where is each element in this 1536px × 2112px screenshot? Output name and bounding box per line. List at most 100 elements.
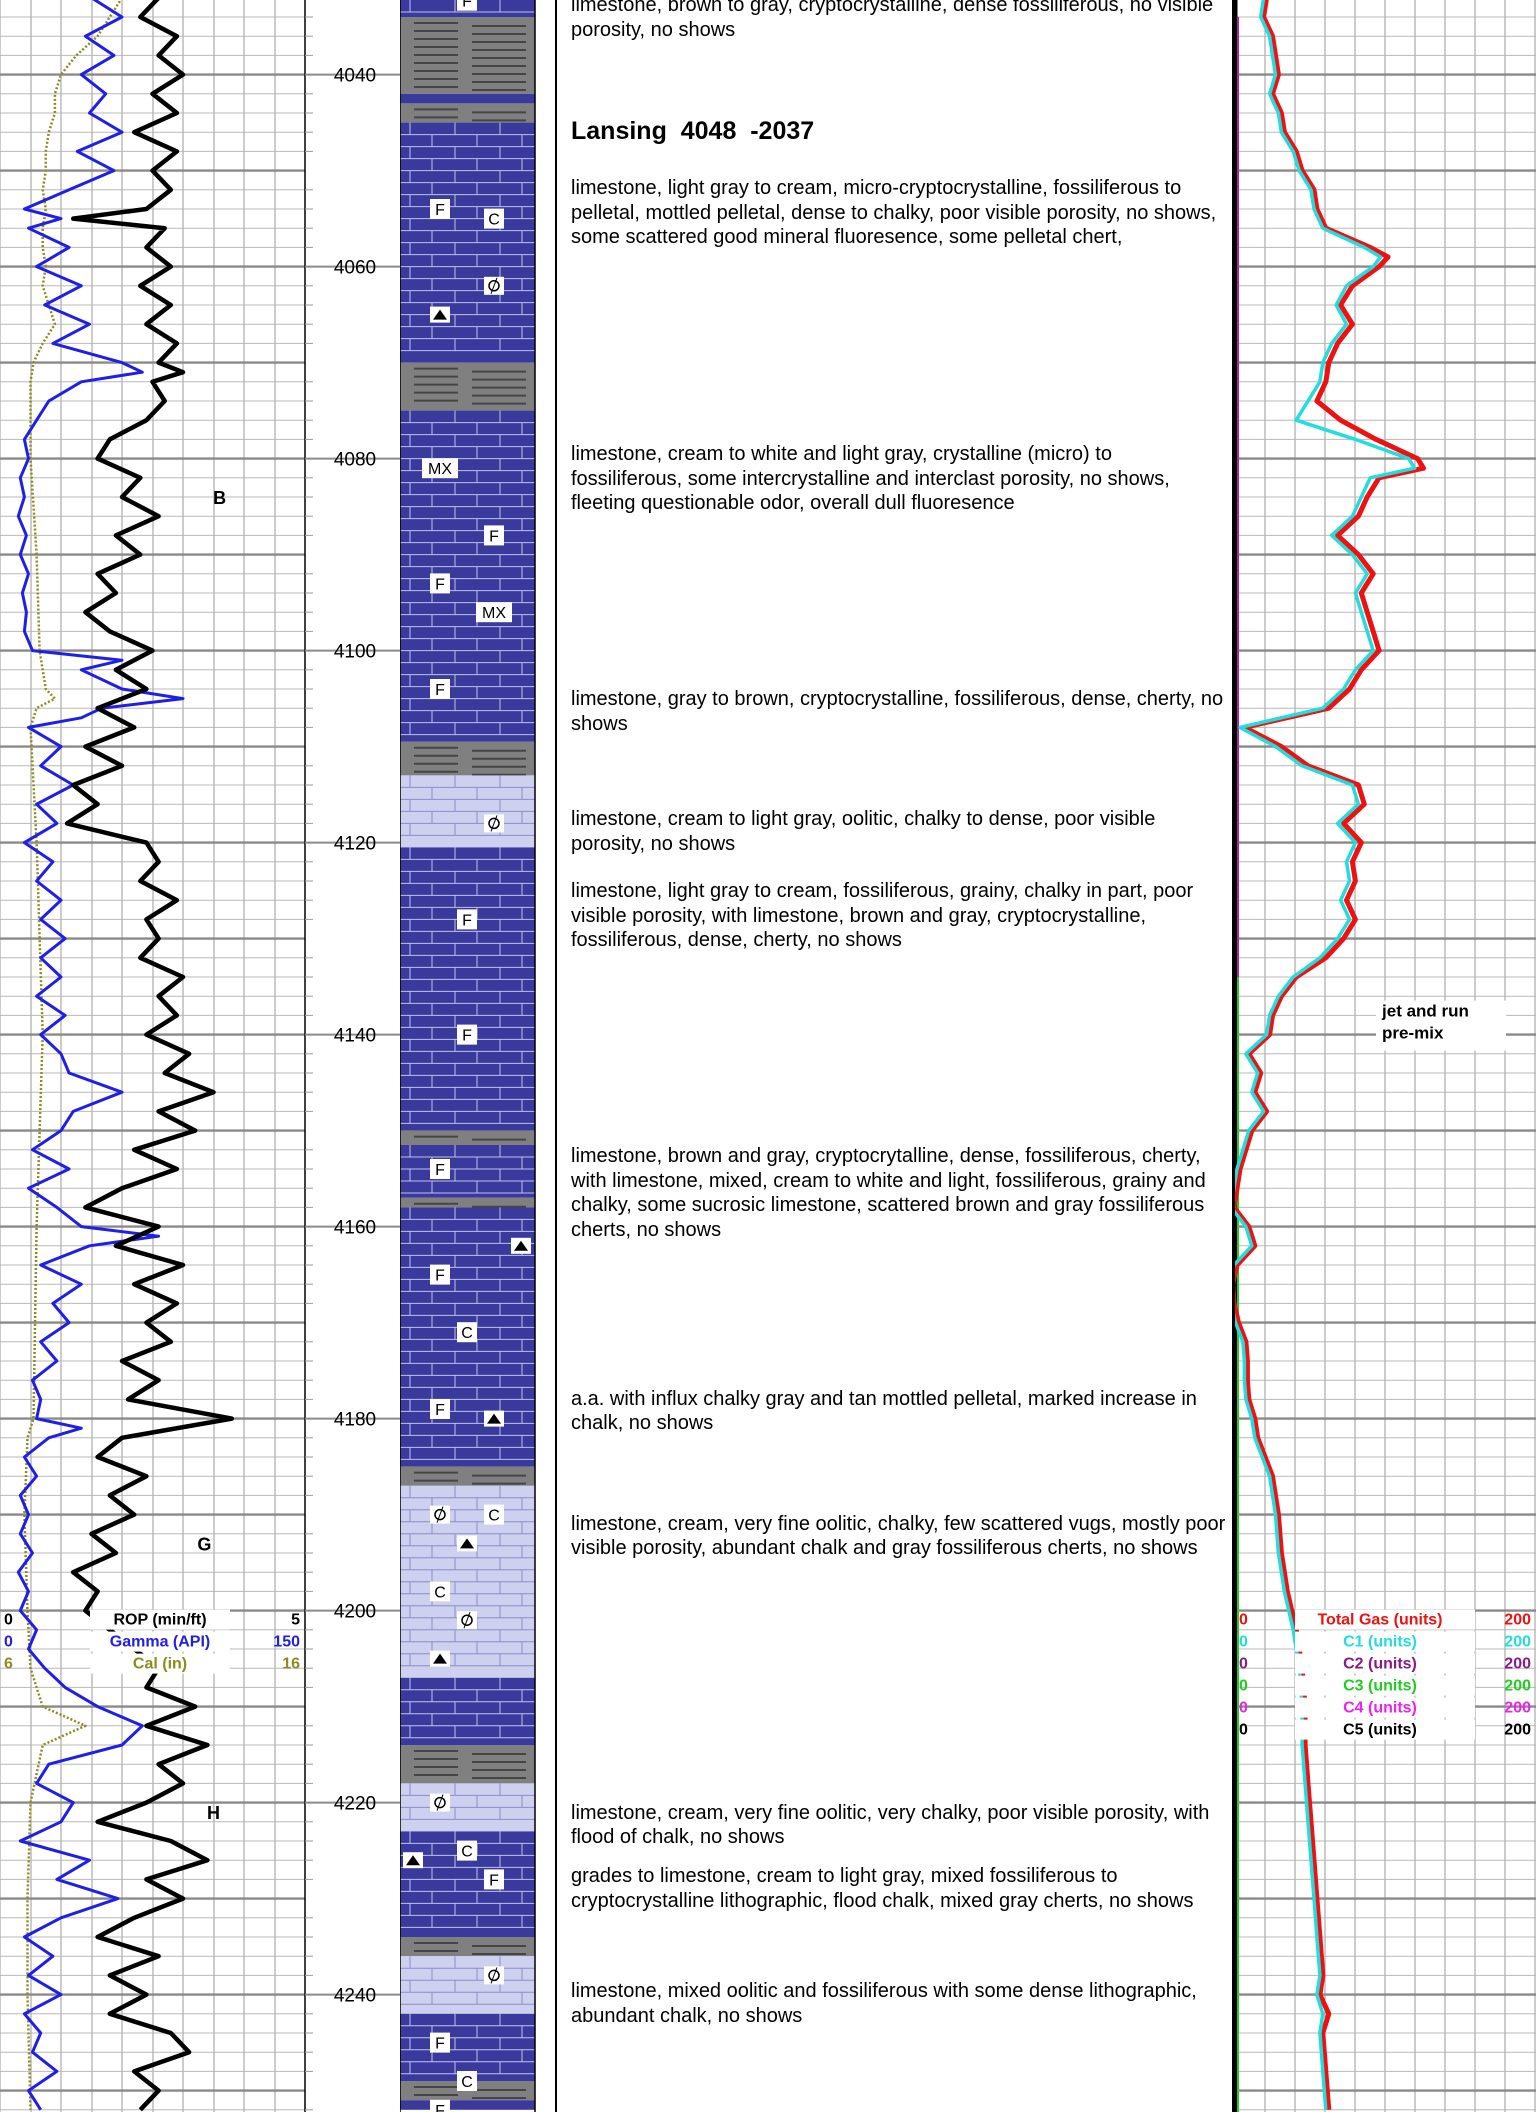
series-total	[1235, 0, 1426, 2110]
symbol-box	[457, 1840, 477, 1861]
chert-symbol	[514, 1240, 528, 1251]
symbol-box	[430, 2099, 450, 2112]
scale-min: 0	[1239, 1634, 1248, 1651]
symbol-f: F	[489, 1872, 499, 1889]
symbol-f: F	[435, 2103, 445, 2112]
lithology-limestone	[400, 410, 535, 742]
scale-max: 200	[1504, 1634, 1531, 1651]
lithology-description: grades to limestone, cream to light gray…	[571, 1865, 1194, 1912]
depth-label: 4040	[334, 66, 376, 87]
lithology-shale	[400, 1130, 535, 1145]
depth-label: 4220	[334, 1794, 376, 1815]
symbol-f: F	[435, 202, 445, 219]
depth-label: 4200	[334, 1602, 376, 1623]
symbol-box	[430, 2032, 450, 2053]
scale-min: 0	[1239, 1700, 1248, 1717]
zone-marker-label: B	[213, 488, 226, 508]
scale-name: C4 (units)	[1343, 1700, 1417, 1717]
scale-name: C3 (units)	[1343, 1678, 1417, 1695]
scale-max: 200	[1504, 1678, 1531, 1695]
symbol-f: F	[462, 0, 472, 11]
symbol-box	[457, 1322, 477, 1343]
lithology-description: limestone, cream to white and light gray…	[571, 443, 1170, 515]
series-gamma	[16, 0, 185, 2111]
scale-min: 0	[1239, 1678, 1248, 1695]
depth-label: 4100	[334, 642, 376, 663]
depth-label: 4120	[334, 834, 376, 855]
lithology-description: limestone, brown to gray, cryptocrystall…	[571, 0, 1214, 41]
scale-label-bg	[1295, 1609, 1475, 1630]
depth-label: 4180	[334, 1410, 376, 1431]
symbol-box	[484, 208, 504, 229]
symbol-box	[476, 602, 512, 623]
zone-marker-label: G	[197, 1534, 211, 1554]
oolite-symbol-slash	[490, 815, 498, 832]
oolite-symbol	[434, 1796, 446, 1809]
scale-label-bg	[1295, 1653, 1475, 1674]
formation-top: Lansing 4048 -2037	[571, 116, 815, 145]
symbol-box	[457, 0, 477, 11]
chert-symbol	[487, 1413, 501, 1424]
symbol-c: C	[488, 1508, 500, 1525]
lithology-limestone	[400, 1677, 535, 1745]
right-gas-track: jet and run pre-mix 0 Total Gas (units) 200 0…	[1235, 0, 1536, 2112]
oolite-symbol	[488, 817, 500, 830]
symbol-box	[430, 573, 450, 594]
series-c1	[1235, 0, 1417, 2110]
scale-max: 200	[1504, 1612, 1531, 1629]
lithology-description: limestone, gray to brown, cryptocrystall…	[571, 688, 1224, 735]
symbol-f: F	[462, 912, 472, 929]
oolite-symbol-slash	[436, 1506, 444, 1523]
depth-label: 4080	[334, 450, 376, 471]
scale-min: 6	[4, 1656, 13, 1673]
symbol-c: C	[461, 1325, 473, 1342]
chert-symbol	[460, 1538, 474, 1549]
symbol-box	[422, 458, 458, 479]
symbol-f: F	[435, 682, 445, 699]
symbol-box	[484, 1504, 504, 1525]
gas-annotation: jet and run	[1381, 1002, 1469, 1021]
symbol-box	[430, 199, 450, 219]
lithology-description: limestone, light gray to cream, micro-cr…	[571, 177, 1217, 249]
symbol-box	[457, 909, 477, 930]
symbol-mx: MX	[428, 461, 452, 478]
scale-name: C5 (units)	[1343, 1722, 1417, 1739]
scale-name: Total Gas (units)	[1317, 1612, 1442, 1629]
description-track	[555, 0, 1235, 2112]
symbol-box	[430, 679, 450, 699]
chert-symbol	[406, 1855, 420, 1866]
symbol-f: F	[435, 1162, 445, 1179]
scale-label-bg	[90, 1631, 230, 1652]
symbol-box	[430, 1264, 450, 1285]
symbol-box	[457, 2071, 477, 2091]
chert-symbol	[433, 1653, 447, 1664]
depth-label: 4140	[334, 1026, 376, 1047]
symbol-f: F	[435, 576, 445, 593]
scale-label-bg	[90, 1609, 230, 1630]
scale-max: 150	[273, 1634, 300, 1651]
oolite-symbol	[488, 280, 500, 292]
lithology-description: limestone, cream, very fine oolitic, ver…	[571, 1801, 1210, 1849]
depth-track: 4040 4060 4080 4100 4120 4140 4160 4180 4200 4220…	[305, 16, 400, 2111]
lithology-oolitic	[400, 1956, 535, 2014]
scale-max: 200	[1504, 1722, 1531, 1739]
scale-name: Gamma (API)	[110, 1634, 210, 1651]
lithology-limestone	[400, 2100, 535, 2110]
oolite-symbol-slash	[463, 1612, 471, 1629]
symbol-box	[430, 1399, 450, 1419]
zone-marker-label: H	[207, 1803, 220, 1823]
scale-label-bg	[90, 1653, 230, 1674]
symbol-c: C	[488, 212, 500, 229]
lithology-limestone	[400, 1145, 535, 1198]
lithology-description: limestone, cream to light gray, oolitic,…	[571, 808, 1156, 855]
depth-label: 4240	[334, 1986, 376, 2007]
lithology-description: limestone, light gray to cream, fossilif…	[571, 880, 1194, 952]
oolite-symbol	[434, 1508, 446, 1521]
oolite-symbol	[461, 1614, 473, 1626]
annotation-bg	[1376, 1000, 1507, 1051]
lithology-description: a.a. with influx chalky gray and tan mot…	[571, 1387, 1197, 1435]
symbol-f: F	[435, 1268, 445, 1285]
series-rop	[64, 0, 235, 2112]
